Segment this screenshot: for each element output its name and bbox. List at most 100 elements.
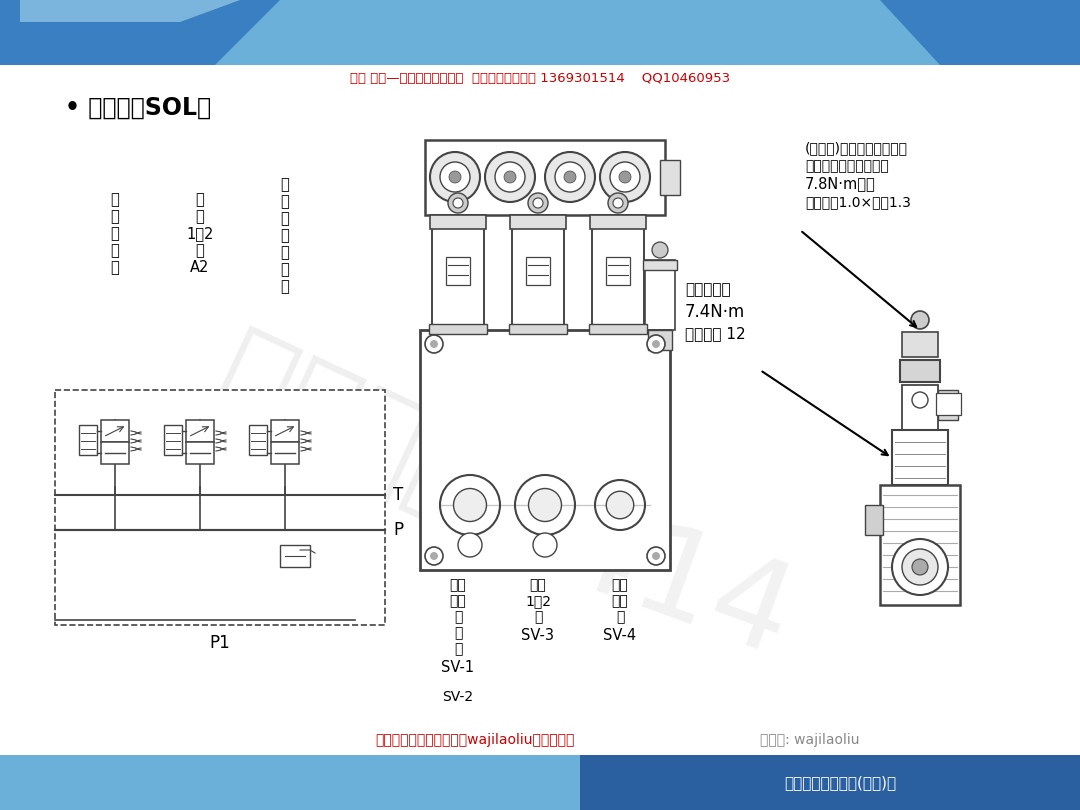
Text: 旋转: 旋转 [449,578,467,592]
Circle shape [555,162,585,192]
Polygon shape [880,0,1080,65]
Text: 锁: 锁 [110,227,120,241]
Bar [164,425,183,455]
Bar [592,215,644,330]
Text: 挖机老刘: 挖机老刘 [198,318,503,542]
Bar [643,260,677,270]
Text: 行: 行 [195,193,204,207]
Circle shape [440,475,500,535]
Bar [186,442,214,464]
Text: 定: 定 [110,244,120,258]
Text: P: P [393,521,403,539]
Bar [939,390,958,420]
Bar [432,215,484,330]
Text: SV-1: SV-1 [442,659,474,675]
Bar [55,390,384,625]
Text: 螺孔宽度1.0×深度1.3: 螺孔宽度1.0×深度1.3 [805,195,910,209]
Circle shape [902,549,939,585]
Bar [79,425,97,455]
Text: 制: 制 [281,245,289,261]
Circle shape [448,193,468,213]
Text: 微信号: wajilaoliu: 微信号: wajilaoliu [760,733,860,747]
Bar [510,215,566,229]
Bar [420,330,670,570]
Bar [0,755,1080,810]
Text: T: T [393,486,403,504]
Text: 走: 走 [195,210,204,224]
Text: SV-2: SV-2 [443,690,473,704]
Text: 附带底端时的拧紧扔矩: 附带底端时的拧紧扔矩 [805,159,889,173]
Bar [880,485,960,605]
Bar [271,442,299,464]
Circle shape [534,198,543,208]
Text: 拧紧扔矩：: 拧紧扔矩： [685,283,731,297]
Text: 安: 安 [110,193,120,207]
Bar [645,260,675,330]
Text: SV-3: SV-3 [522,628,554,642]
Text: 全: 全 [110,210,120,224]
Text: 车: 车 [281,228,289,244]
Text: 成都神锂工程机械(集团)团: 成都神锂工程机械(集团)团 [784,775,896,790]
Text: (切换阀)应急手动调整联栓: (切换阀)应急手动调整联栓 [805,141,908,155]
Text: 杆: 杆 [616,610,624,624]
Circle shape [458,533,482,557]
Text: 行走: 行走 [529,578,546,592]
Circle shape [610,162,640,192]
Circle shape [495,162,525,192]
Circle shape [454,488,486,522]
Text: 旋: 旋 [281,177,289,193]
Bar [580,755,1080,810]
Circle shape [426,335,443,353]
Bar [590,215,646,229]
Circle shape [485,152,535,202]
Bar [271,420,299,442]
Text: 停: 停 [281,211,289,227]
Circle shape [528,488,562,522]
Circle shape [515,475,575,535]
Bar [446,257,470,285]
Circle shape [440,162,470,192]
Circle shape [619,171,631,183]
Text: 动: 动 [454,626,462,640]
Circle shape [453,198,463,208]
Bar [426,140,665,215]
Polygon shape [21,0,240,22]
Bar [900,360,940,382]
Text: 器: 器 [281,279,289,295]
Circle shape [528,193,548,213]
Circle shape [912,392,928,408]
Text: A2: A2 [190,261,210,275]
Text: SV-4: SV-4 [604,628,636,642]
Text: 7.4N·m: 7.4N·m [685,303,745,321]
Bar [526,257,550,285]
Text: 动: 动 [281,262,289,278]
Circle shape [426,547,443,565]
Circle shape [430,552,438,560]
Bar [865,505,883,535]
Circle shape [912,311,929,329]
Bar [249,425,267,455]
Bar [902,385,939,430]
Bar [606,257,630,285]
Bar [0,0,1080,65]
Text: 转: 转 [281,194,289,210]
Bar [892,430,948,485]
Circle shape [892,539,948,595]
Bar [589,324,647,334]
Bar [936,393,961,415]
Text: 停车: 停车 [449,594,467,608]
Circle shape [608,193,627,213]
Text: 7.8N·m以下: 7.8N·m以下 [805,177,876,191]
Circle shape [652,340,660,348]
Text: 杆: 杆 [110,261,120,275]
Bar [902,332,939,357]
Circle shape [545,152,595,202]
Text: 制: 制 [454,610,462,624]
Text: 15414: 15414 [392,435,808,684]
Text: 锁定: 锁定 [611,594,629,608]
Circle shape [652,552,660,560]
Text: 六角对農 12: 六角对農 12 [685,326,745,342]
Text: P1: P1 [210,634,230,652]
Bar [648,330,672,350]
Text: 安全: 安全 [611,578,629,592]
